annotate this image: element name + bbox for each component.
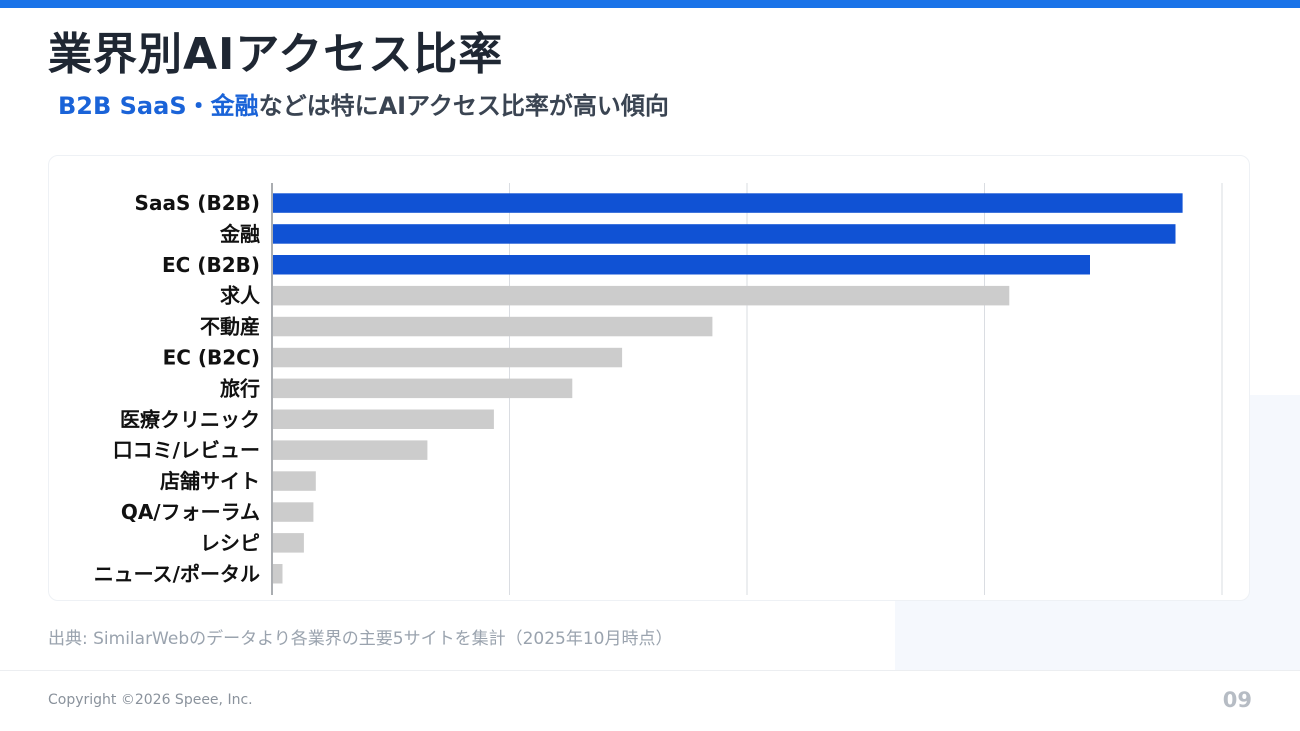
bar-5 <box>273 347 623 368</box>
bar-8 <box>273 440 428 460</box>
category-label-2: EC (B2B) <box>162 253 260 277</box>
bar-4 <box>273 316 713 337</box>
bar-10 <box>273 502 314 522</box>
bar-12 <box>273 564 283 584</box>
bar-1 <box>273 224 1176 244</box>
category-label-9: 店舗サイト <box>160 469 260 493</box>
category-label-10: QA/フォーラム <box>121 500 260 524</box>
bar-7 <box>273 409 494 429</box>
subtitle-highlight: B2B SaaS・金融 <box>58 92 259 120</box>
source-note: 出典: SimilarWebのデータより各業界の主要5サイトを集計（2025年1… <box>48 629 673 649</box>
category-label-0: SaaS (B2B) <box>135 191 260 215</box>
bar-0 <box>273 193 1183 213</box>
bar-3 <box>273 285 1010 306</box>
category-label-1: 金融 <box>219 222 260 246</box>
footer-divider <box>0 670 1300 671</box>
bar-2 <box>273 255 1090 275</box>
copyright: Copyright ©2026 Speee, Inc. <box>48 692 253 708</box>
subtitle-rest: などは特にAIアクセス比率が高い傾向 <box>258 92 669 120</box>
bar-6 <box>273 378 573 399</box>
category-label-4: 不動産 <box>200 315 260 339</box>
category-label-11: レシピ <box>200 531 260 555</box>
category-label-7: 医療クリニック <box>120 407 260 431</box>
page-number: 09 <box>1222 688 1252 712</box>
category-label-8: 口コミ/レビュー <box>113 438 260 462</box>
category-label-3: 求人 <box>220 284 261 308</box>
page-subtitle: B2B SaaS・金融などは特にAIアクセス比率が高い傾向 <box>58 86 669 121</box>
category-label-5: EC (B2C) <box>163 346 260 370</box>
category-label-12: ニュース/ポータル <box>94 562 260 586</box>
category-label-6: 旅行 <box>220 376 260 400</box>
top-accent-bar <box>0 0 1300 8</box>
bar-9 <box>273 471 316 491</box>
bar-11 <box>273 533 304 553</box>
page-title: 業界別AIアクセス比率 <box>48 29 504 80</box>
